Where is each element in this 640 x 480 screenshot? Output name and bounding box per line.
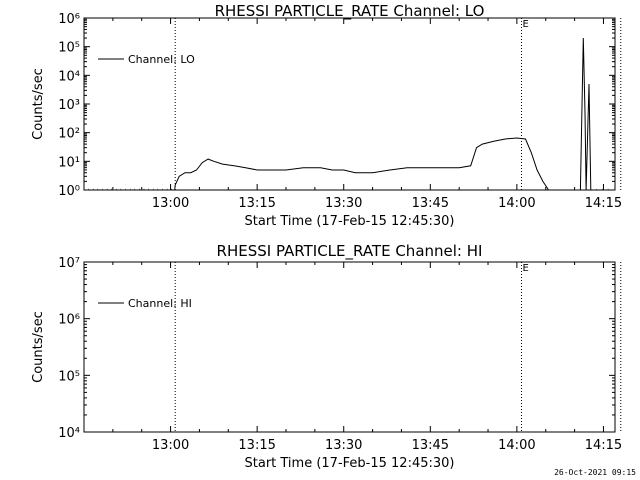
y-tick-label: 10⁶ (58, 313, 80, 328)
legend-label: Channel: LO (128, 53, 195, 66)
x-tick-label: 14:00 (498, 196, 535, 211)
y-axis-label: Counts/sec (31, 311, 46, 383)
x-axis-label: Start Time (17-Feb-15 12:45:30) (245, 456, 455, 471)
x-tick-label: 13:00 (152, 196, 189, 211)
x-tick-label: 13:45 (412, 438, 449, 453)
x-tick-label: 14:15 (585, 196, 622, 211)
x-tick-label: 14:15 (585, 438, 622, 453)
y-tick-label: 10³ (58, 98, 80, 113)
y-axis-label: Counts/sec (31, 68, 46, 140)
chart-panel-1: RHESSI PARTICLE_RATE Channel: LO Start Ti… (31, 2, 622, 229)
chart-title: RHESSI PARTICLE_RATE Channel: HI (217, 242, 483, 261)
y-tick-label: 10⁶ (58, 12, 80, 27)
plot-frame (83, 261, 616, 433)
x-tick-label: 14:00 (498, 438, 535, 453)
x-tick-label: 13:15 (238, 438, 275, 453)
x-axis-label: Start Time (17-Feb-15 12:45:30) (245, 214, 455, 229)
y-tick-label: 10⁴ (58, 426, 80, 441)
y-tick-label: 10⁰ (58, 184, 80, 199)
x-tick-label: 13:15 (238, 196, 275, 211)
y-tick-label: 10² (58, 127, 80, 142)
series-line-1 (84, 37, 614, 190)
x-tick-label: 13:45 (412, 196, 449, 211)
y-tick-label: 10⁵ (58, 369, 80, 384)
y-tick-label: 10⁷ (58, 256, 80, 271)
y-tick-label: 10⁵ (58, 41, 80, 56)
legend-label: Channel: HI (128, 297, 192, 310)
event-marker-label: E (522, 19, 528, 30)
y-tick-label: 10¹ (58, 155, 80, 170)
chart-panel-2: RHESSI PARTICLE_RATE Channel: HI Start Ti… (31, 242, 622, 471)
x-tick-label: 13:00 (152, 438, 189, 453)
event-marker-label: E (522, 263, 528, 274)
footer-timestamp: 26-Oct-2021 09:15 (554, 468, 636, 477)
x-tick-label: 13:30 (325, 196, 362, 211)
chart-title: RHESSI PARTICLE_RATE Channel: LO (215, 2, 485, 21)
y-tick-label: 10⁴ (58, 69, 80, 84)
x-tick-label: 13:30 (325, 438, 362, 453)
